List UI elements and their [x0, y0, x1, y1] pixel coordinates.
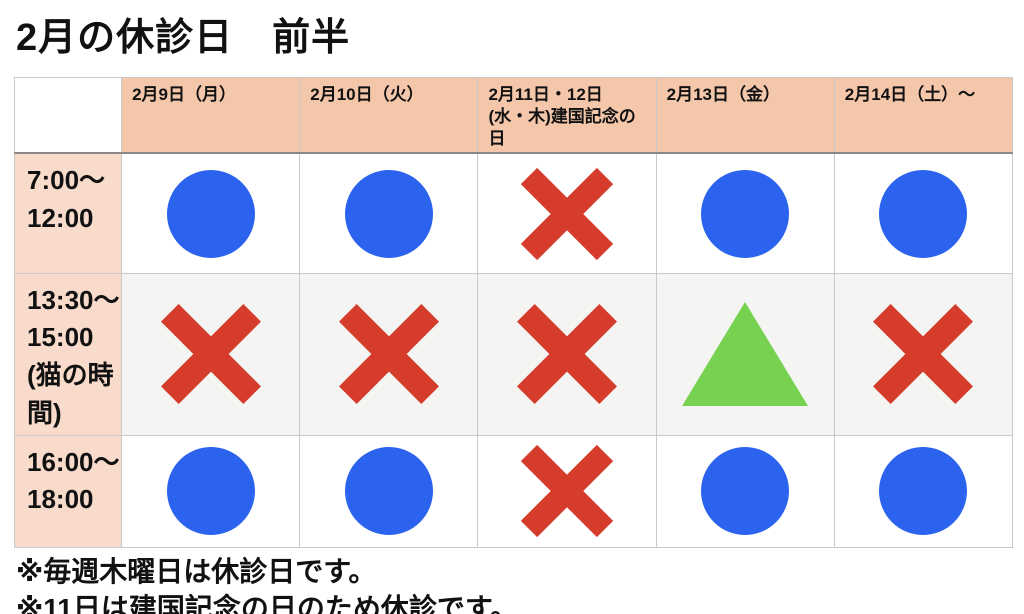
open-circle-icon	[344, 447, 433, 536]
schedule-cell	[833, 434, 1014, 548]
footnotes: ※毎週木曜日は休診日です。 ※11日は建国記念の日のため休診です。 ※猫の時間は…	[16, 553, 1024, 614]
open-circle-icon	[879, 169, 968, 258]
schedule-cell	[477, 272, 657, 436]
schedule-table: 2月9日（月） 2月10日（火） 2月11日・12日 (水・木)建国記念の日 2…	[13, 77, 1014, 548]
column-header-sat: 2月14日（土）～	[833, 77, 1014, 155]
schedule-cell	[121, 434, 301, 548]
open-circle-icon	[166, 447, 255, 536]
note-national-holiday: ※11日は建国記念の日のため休診です。	[16, 592, 519, 614]
schedule-cell	[477, 434, 657, 548]
schedule-cell	[655, 434, 835, 548]
triangle-icon	[682, 302, 809, 407]
column-header-fri: 2月13日（金）	[655, 77, 835, 155]
schedule-cell	[121, 272, 301, 436]
schedule-cell	[299, 152, 479, 274]
closed-x-icon	[520, 444, 614, 538]
page-title: 2月の休診日 前半	[16, 17, 351, 59]
open-circle-icon	[701, 447, 790, 536]
corner-cell	[13, 77, 123, 155]
table-row-cat-time: 13:30〜 15:00 (猫の時間)	[13, 272, 1014, 436]
column-header-tue: 2月10日（火）	[299, 77, 479, 155]
note-thursday-closed: ※毎週木曜日は休診日です。	[16, 555, 377, 587]
schedule-cell	[655, 152, 835, 274]
row-time-label: 13:30〜 15:00 (猫の時間)	[13, 272, 123, 436]
closed-x-icon	[517, 304, 618, 405]
closed-x-icon	[873, 304, 974, 405]
open-circle-icon	[166, 169, 255, 258]
row-time-label: 7:00〜 12:00	[13, 152, 123, 274]
closed-x-icon	[520, 167, 614, 260]
row-time-label: 16:00〜 18:00	[13, 434, 123, 548]
column-header-wed-thu: 2月11日・12日 (水・木)建国記念の日	[477, 77, 657, 155]
schedule-cell	[121, 152, 301, 274]
open-circle-icon	[701, 169, 790, 258]
schedule-cell	[655, 272, 835, 436]
page: 2月の休診日 前半 2月9日（月） 2月10日（火） 2月11日・12日 (水・…	[0, 6, 1024, 614]
schedule-cell	[477, 152, 657, 274]
header-row: 2月9日（月） 2月10日（火） 2月11日・12日 (水・木)建国記念の日 2…	[13, 77, 1014, 155]
table-row-morning: 7:00〜 12:00	[13, 152, 1014, 274]
schedule-cell	[299, 272, 479, 436]
schedule-cell	[833, 152, 1014, 274]
closed-x-icon	[160, 304, 261, 405]
column-header-mon: 2月9日（月）	[121, 77, 301, 155]
schedule-cell	[299, 434, 479, 548]
schedule-cell	[833, 272, 1014, 436]
open-circle-icon	[344, 169, 433, 258]
table-row-evening: 16:00〜 18:00	[13, 434, 1014, 548]
open-circle-icon	[879, 447, 968, 536]
closed-x-icon	[338, 304, 439, 405]
